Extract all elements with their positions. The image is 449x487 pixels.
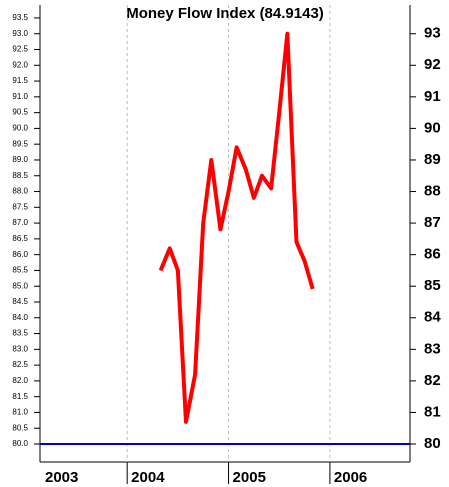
x-tick-label: 2005 <box>233 469 266 486</box>
series-line <box>158 31 315 424</box>
y2-tick-label: 82 <box>424 372 441 389</box>
y-tick-label: 81.5 <box>12 392 28 401</box>
y-tick-label: 92.5 <box>12 45 28 54</box>
y-tick-label: 91.5 <box>12 76 28 85</box>
y-tick-label: 83.5 <box>12 329 28 338</box>
chart-title: Money Flow Index (84.9143) <box>126 5 324 22</box>
y-tick-label: 84.0 <box>12 313 28 322</box>
y2-tick-label: 87 <box>424 214 441 231</box>
y-tick-label: 88.0 <box>12 187 28 196</box>
y-tick-label: 92.0 <box>12 60 28 69</box>
y-tick-label: 88.5 <box>12 171 28 180</box>
y-tick-label: 89.5 <box>12 139 28 148</box>
y2-tick-label: 89 <box>424 151 441 168</box>
y-tick-label: 87.5 <box>12 202 28 211</box>
y2-tick-label: 83 <box>424 340 441 357</box>
x-tick-label: 2003 <box>45 469 78 486</box>
y2-tick-label: 85 <box>424 277 441 294</box>
y2-tick-label: 90 <box>424 119 441 136</box>
y-tick-label: 82.5 <box>12 360 28 369</box>
y-tick-label: 80.0 <box>12 439 28 448</box>
y-tick-label: 86.5 <box>12 234 28 243</box>
y-tick-label: 90.5 <box>12 108 28 117</box>
y-tick-label: 83.0 <box>12 344 28 353</box>
y-tick-label: 86.0 <box>12 250 28 259</box>
y2-tick-label: 84 <box>424 309 441 326</box>
y-tick-label: 89.0 <box>12 155 28 164</box>
y2-tick-label: 93 <box>424 25 441 42</box>
y-tick-label: 93.0 <box>12 29 28 38</box>
y2-tick-label: 91 <box>424 88 441 105</box>
y-tick-label: 80.5 <box>12 423 28 432</box>
y-tick-label: 82.0 <box>12 376 28 385</box>
y-tick-label: 85.0 <box>12 281 28 290</box>
y-tick-label: 81.0 <box>12 408 28 417</box>
y2-tick-label: 88 <box>424 182 441 199</box>
y-tick-label: 90.0 <box>12 124 28 133</box>
y-tick-label: 93.5 <box>12 13 28 22</box>
y2-tick-label: 92 <box>424 56 441 73</box>
y2-tick-label: 80 <box>424 435 441 452</box>
y-tick-label: 91.0 <box>12 92 28 101</box>
x-tick-label: 2004 <box>131 469 165 486</box>
y2-tick-label: 86 <box>424 246 441 263</box>
y-tick-label: 87.0 <box>12 218 28 227</box>
y-tick-label: 85.5 <box>12 266 28 275</box>
x-tick-label: 2006 <box>334 469 367 486</box>
y-tick-label: 84.5 <box>12 297 28 306</box>
y2-tick-label: 81 <box>424 403 441 420</box>
